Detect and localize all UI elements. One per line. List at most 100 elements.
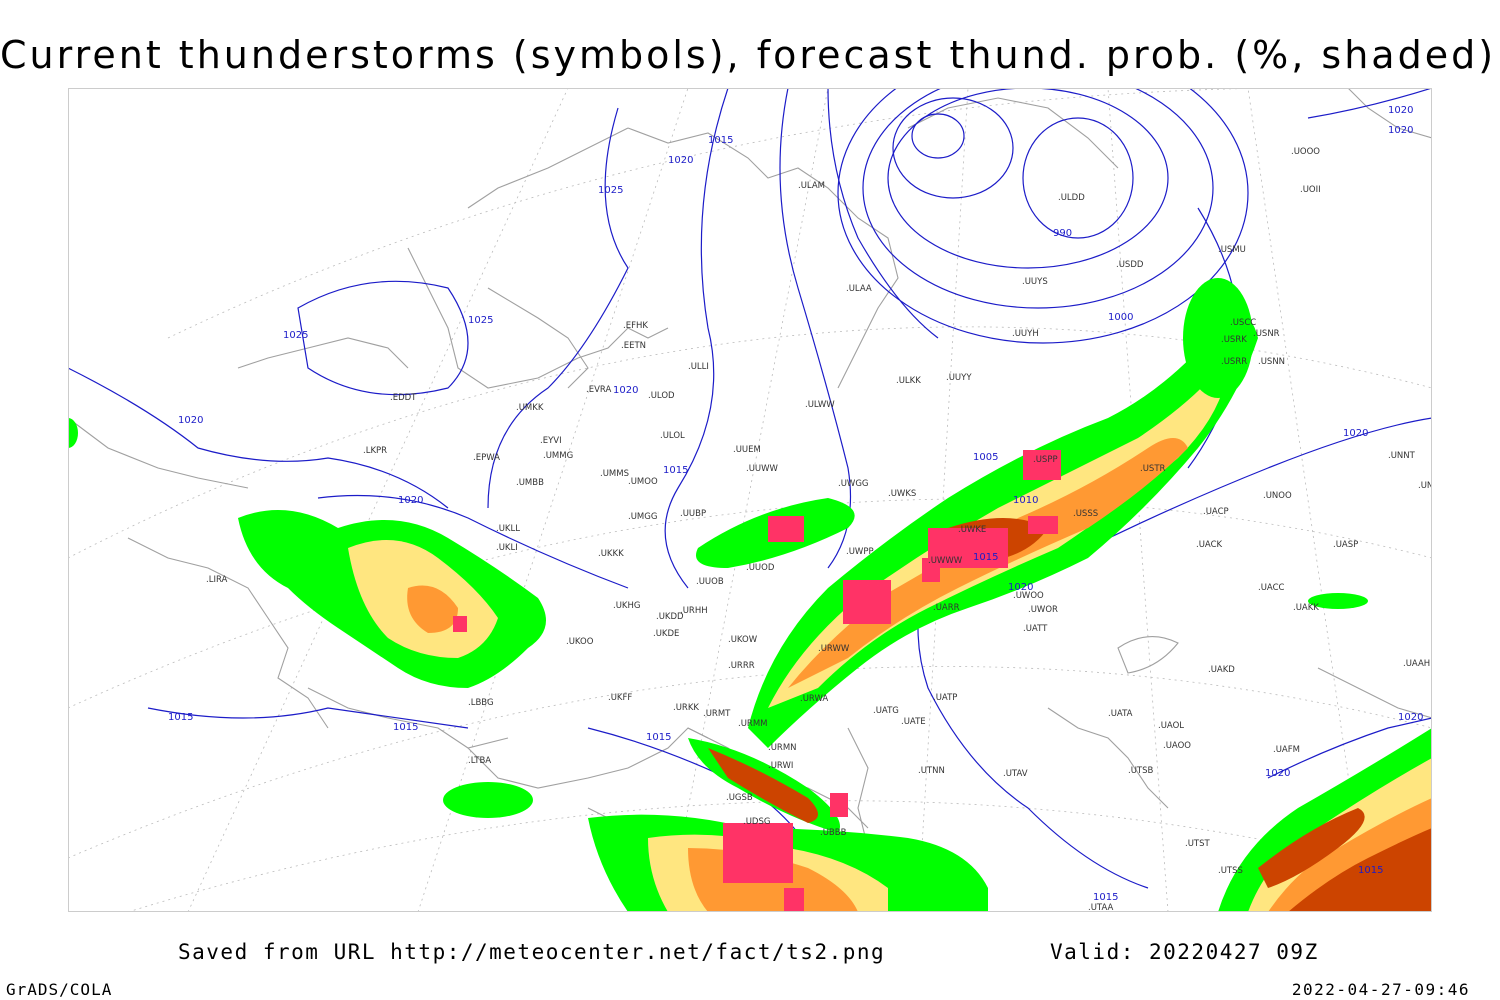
station-label: .URKK [673, 703, 699, 713]
station-label: .UTNN [918, 766, 945, 776]
station-label: .USRK [1221, 335, 1247, 345]
station-label: .UMKK [516, 403, 544, 413]
isobar-label: 1015 [973, 552, 998, 563]
station-label: .EYVI [540, 436, 562, 446]
isobar-label: 1015 [646, 732, 671, 743]
station-label: .UAKD [1208, 665, 1235, 675]
station-label: .UWWW [928, 556, 963, 566]
station-label: .UNOO [1263, 491, 1292, 501]
station-label: .USCC [1230, 318, 1256, 328]
valid-time: Valid: 20220427 09Z [1050, 940, 1319, 964]
station-label: .UKDD [656, 612, 684, 622]
software-credit: GrADS/COLA [6, 980, 113, 999]
station-label: .UWOO [1013, 591, 1044, 601]
isobars [68, 88, 1432, 889]
station-label: .UUBP [680, 509, 706, 519]
station-label: .USSS [1073, 509, 1098, 519]
isobar-label: 1020 [668, 155, 693, 166]
station-label: .UKOO [566, 637, 594, 647]
station-label: .EFHK [623, 321, 648, 331]
station-label: .UNNT [1388, 451, 1416, 461]
prob-area-high [407, 585, 458, 633]
station-label: .UATE [901, 717, 926, 727]
isobar-label: 1000 [1108, 312, 1133, 323]
station-label: .UAOO [1163, 741, 1191, 751]
station-label: .LIRA [206, 575, 228, 585]
station-label: .UMBB [516, 478, 544, 488]
station-label: .UACK [1196, 540, 1223, 550]
isobar-label: 1025 [598, 185, 623, 196]
station-label: .URRR [728, 661, 755, 671]
station-label: .URWI [768, 761, 793, 771]
station-label: .UAKK [1293, 603, 1319, 613]
isobar-label: 1020 [1388, 125, 1413, 136]
station-label: .EVRA [586, 385, 611, 395]
station-label: .UTSS [1218, 866, 1243, 876]
station-label: .USNN [1258, 357, 1285, 367]
station-label: .UTSB [1128, 766, 1154, 776]
station-label: .UUYH [1012, 329, 1039, 339]
station-label: .UUYY [946, 373, 972, 383]
station-label: .UWKE [958, 525, 986, 535]
station-label: .LKPR [363, 446, 387, 456]
isobar-label: 1015 [663, 465, 688, 476]
station-label: .UAFM [1273, 745, 1300, 755]
station-label: .USDD [1116, 260, 1144, 270]
station-label: .UATP [933, 693, 957, 703]
station-label: .ULOD [648, 391, 675, 401]
station-label: .UKOW [728, 635, 758, 645]
station-label: .UACP [1203, 507, 1229, 517]
station-label: .USMU [1218, 245, 1246, 255]
station-label: .URHH [680, 606, 708, 616]
station-label: .UARR [933, 603, 960, 613]
station-label: .UNBB [1418, 481, 1432, 491]
station-label: .ULWW [805, 400, 835, 410]
station-label: .UKDE [653, 629, 679, 639]
station-label: .ULAM [798, 181, 825, 191]
station-label: .UWKS [888, 489, 916, 499]
station-label: .UUOD [746, 563, 775, 573]
station-label: .UTST [1185, 839, 1211, 849]
source-url: Saved from URL http://meteocenter.net/fa… [178, 940, 886, 964]
station-label: .UUWW [746, 464, 779, 474]
isobar-label: 1015 [1093, 892, 1118, 903]
isobar-label: 1015 [1358, 865, 1383, 876]
station-label: .UASP [1333, 540, 1358, 550]
isobar-label: 1020 [1008, 582, 1033, 593]
station-label: .UKKK [598, 549, 624, 559]
generation-timestamp: 2022-04-27-09:46 [1291, 980, 1470, 999]
station-label: .UTAA [1088, 903, 1114, 912]
station-label: .UAAH [1403, 659, 1430, 669]
isobar-label: 1020 [398, 495, 423, 506]
station-label: .UOII [1300, 185, 1321, 195]
isobar-label: 1020 [178, 415, 203, 426]
station-label: .LTBA [468, 756, 491, 766]
station-label: .UAOL [1158, 721, 1184, 731]
station-label: .UWOR [1028, 605, 1058, 615]
map-panel: 1025 1020 1015 1025 1025 1020 1020 1015 990 1000 1… [68, 88, 1432, 912]
station-label: .UKHG [613, 601, 640, 611]
isobar-label: 1015 [393, 722, 418, 733]
station-label: .UATG [873, 706, 899, 716]
station-label: .USRR [1221, 357, 1247, 367]
isobar-label: 1005 [973, 452, 998, 463]
station-label: .UATT [1023, 624, 1048, 634]
station-label: .UUYS [1022, 277, 1048, 287]
station-label: .URMN [768, 743, 797, 753]
isobar-label: 1020 [1388, 105, 1413, 116]
station-label: .ULDD [1058, 193, 1085, 203]
isobar-label: 1025 [283, 330, 308, 341]
station-label: .UOOO [1291, 147, 1320, 157]
station-label: .USNR [1253, 329, 1280, 339]
station-label: .EDDT [390, 393, 417, 403]
isobar-label: 1020 [1343, 428, 1368, 439]
isobar-label: 1020 [1398, 712, 1423, 723]
station-label: .UUEM [733, 445, 761, 455]
station-label: .ULOL [660, 431, 685, 441]
forecast-map: 1025 1020 1015 1025 1025 1020 1020 1015 990 1000 1… [68, 88, 1432, 912]
station-label: .USPP [1033, 455, 1058, 465]
station-label: .LBBG [468, 698, 494, 708]
station-label: .UMMS [600, 469, 629, 479]
station-label: .USTR [1140, 464, 1166, 474]
station-label: .URMT [703, 709, 731, 719]
